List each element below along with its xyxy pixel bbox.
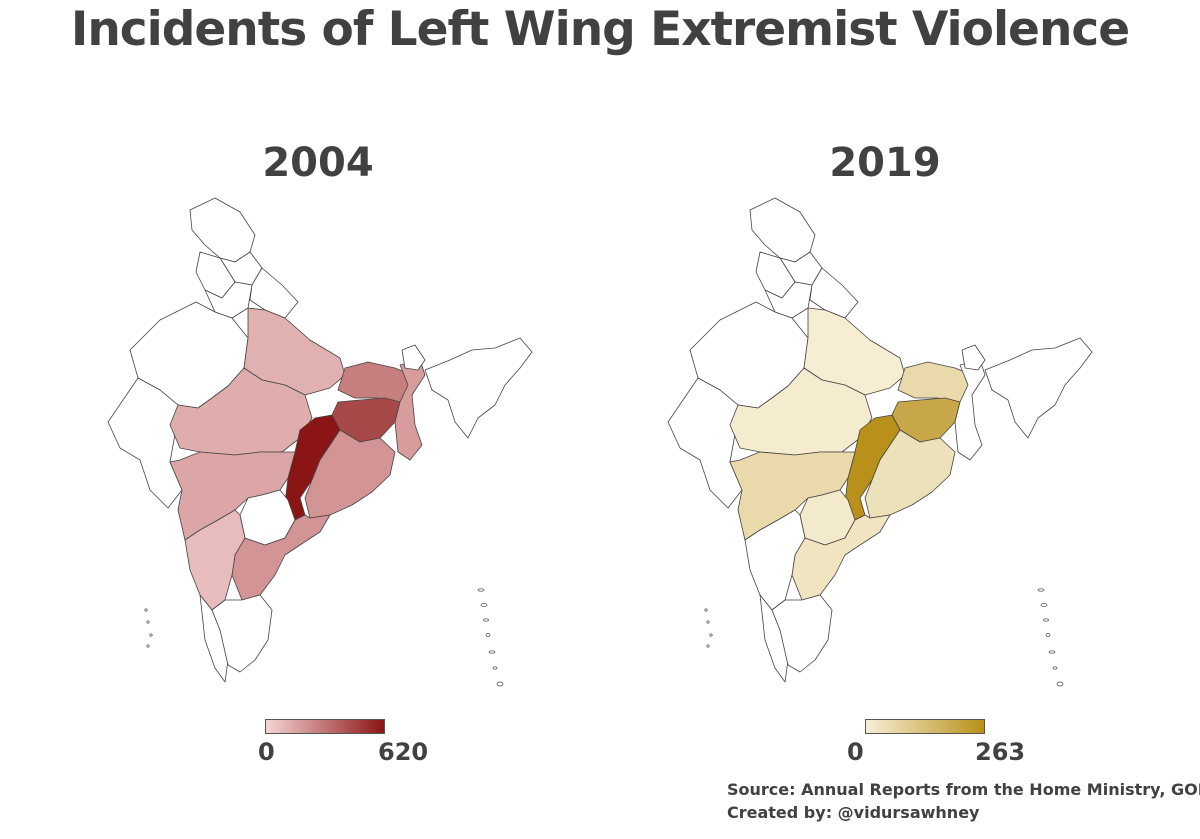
island (496, 681, 504, 687)
island (1056, 681, 1064, 687)
island (149, 633, 153, 637)
island (488, 650, 496, 654)
state-andhra-pradesh (791, 514, 891, 601)
legend-max-2004: 620 (378, 738, 429, 766)
india-map-2004 (107, 197, 533, 687)
state-tamil-nadu (771, 594, 833, 673)
island (706, 644, 710, 648)
source-line: Source: Annual Reports from the Home Min… (727, 780, 1200, 799)
state-uttarakhand (809, 267, 859, 319)
state-chhattisgarh (284, 414, 341, 521)
state-west-bengal (394, 359, 426, 461)
island (146, 644, 150, 648)
state-andhra-pradesh (231, 514, 331, 601)
state-tamil-nadu (211, 594, 273, 673)
island (485, 633, 491, 637)
island (709, 633, 713, 637)
island (483, 618, 489, 622)
island (146, 620, 150, 624)
legend-min-2004: 0 (258, 738, 275, 766)
panel-title-2004: 2004 (262, 140, 374, 186)
legend-colorbar-2004 (265, 719, 385, 734)
island (704, 608, 708, 612)
state-northeast (424, 337, 533, 439)
island (144, 608, 148, 612)
legend-colorbar-2019 (865, 719, 985, 734)
legend-max-2019: 263 (975, 738, 1026, 766)
state-northeast (984, 337, 1093, 439)
source-note: Source: Annual Reports from the Home Min… (727, 778, 1200, 824)
island (1037, 588, 1045, 592)
chart-title: Incidents of Left Wing Extremist Violenc… (70, 2, 1130, 57)
island (492, 666, 498, 670)
state-west-bengal (954, 359, 986, 461)
state-madhya-pradesh (729, 367, 873, 456)
state-orissa (304, 429, 396, 519)
state-uttarakhand (249, 267, 299, 319)
credit-line: Created by: @vidursawhney (727, 803, 980, 822)
island (1052, 666, 1058, 670)
state-sikkim-area (401, 344, 426, 371)
state-orissa (864, 429, 956, 519)
legend-min-2019: 0 (847, 738, 864, 766)
island (1048, 650, 1056, 654)
island (706, 620, 710, 624)
island (1040, 603, 1048, 607)
india-map-2019 (667, 197, 1093, 687)
island (480, 603, 488, 607)
panel-title-2019: 2019 (829, 140, 941, 186)
state-chhattisgarh (844, 414, 901, 521)
island (477, 588, 485, 592)
island (1045, 633, 1051, 637)
state-madhya-pradesh (169, 367, 313, 456)
state-sikkim-area (961, 344, 986, 371)
island (1043, 618, 1049, 622)
